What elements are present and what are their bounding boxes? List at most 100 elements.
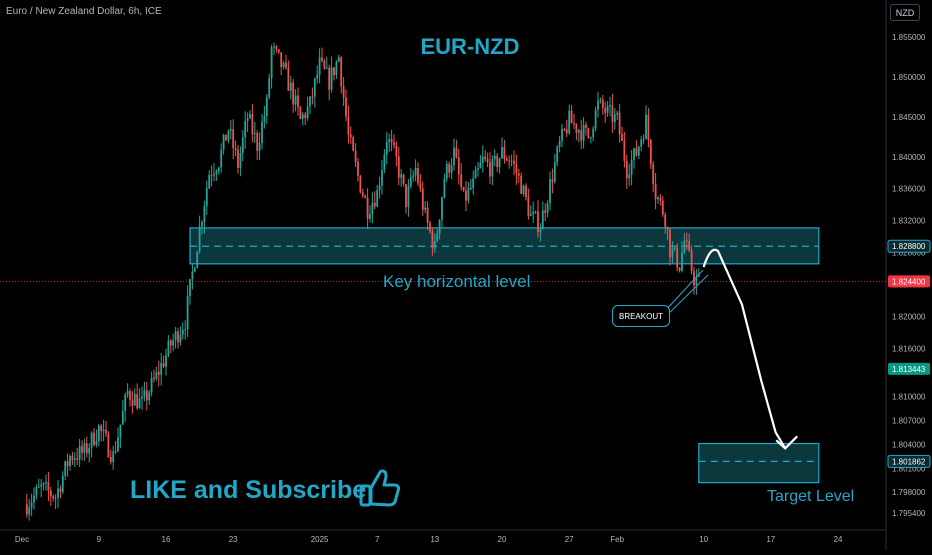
candle-body — [637, 146, 640, 156]
candle-body — [244, 120, 247, 138]
candle-body — [165, 355, 167, 367]
candle-body — [390, 139, 393, 143]
candle-body — [503, 147, 506, 159]
candle-body — [647, 114, 650, 140]
candle-body — [117, 437, 119, 452]
candle-body — [582, 124, 585, 141]
candle-body — [85, 443, 88, 454]
candle-body — [493, 155, 496, 160]
price-axis: 1.855000 1.850000 1.845000 1.840000 1.836000… — [887, 33, 931, 518]
candle-body — [234, 148, 237, 150]
candle-body — [61, 476, 64, 492]
candle-body — [136, 394, 139, 409]
candle-body — [301, 114, 304, 119]
candle-body — [429, 222, 431, 232]
candle-body — [145, 390, 148, 401]
candle-body — [433, 240, 436, 249]
candle-body — [580, 130, 583, 141]
candle-body — [88, 447, 91, 454]
candle-body — [239, 152, 242, 168]
candle-body — [472, 178, 475, 189]
candle-body — [49, 490, 52, 497]
projection-arrow — [702, 248, 787, 449]
x-tick-label: 27 — [565, 535, 574, 544]
candle-body — [532, 212, 535, 215]
candle-body — [570, 110, 573, 124]
candle-body — [189, 279, 191, 297]
candle-body — [618, 112, 621, 135]
target-level-zone — [698, 442, 820, 484]
candles-layer — [25, 42, 700, 521]
candle-body — [606, 105, 609, 113]
currency-button[interactable]: NZD — [890, 4, 920, 21]
candle-body — [630, 159, 633, 175]
candle-body — [621, 134, 623, 141]
candle-body — [311, 96, 314, 98]
candle-body — [369, 214, 371, 219]
candle-body — [457, 157, 460, 175]
arrow-down-icon — [775, 435, 798, 450]
candle-body — [325, 67, 328, 69]
candle-body — [568, 110, 571, 134]
candle-body — [510, 160, 513, 162]
candle-body — [529, 214, 532, 217]
candle-body — [633, 148, 635, 160]
breakout-connector — [663, 274, 709, 319]
candle-body — [515, 164, 518, 174]
candle-body — [441, 197, 443, 220]
candle-body — [256, 132, 259, 151]
candle-body — [184, 329, 187, 331]
candle-body — [685, 240, 688, 242]
candle-body — [297, 95, 299, 108]
candle-body — [681, 252, 683, 271]
y-tick-label: 1.810000 — [892, 392, 926, 401]
candle-body — [287, 67, 290, 91]
candle-body — [157, 371, 160, 375]
candle-body — [201, 222, 203, 227]
candle-body — [277, 49, 280, 53]
candle-body — [474, 169, 477, 179]
candle-body — [551, 179, 554, 182]
candle-body — [275, 46, 278, 50]
y-tick-label: 1.804000 — [892, 440, 926, 449]
candle-body — [697, 274, 700, 277]
candle-body — [393, 142, 395, 146]
candle-body — [397, 156, 400, 178]
candle-body — [105, 429, 107, 434]
candle-body — [522, 185, 525, 194]
candle-body — [385, 141, 388, 155]
candle-body — [52, 496, 55, 499]
candle-body — [388, 139, 391, 142]
candle-body — [155, 371, 158, 379]
candle-body — [309, 96, 311, 107]
candle-body — [505, 158, 508, 161]
candle-body — [330, 67, 333, 90]
candle-body — [455, 147, 458, 158]
candle-body — [335, 61, 338, 76]
price-tag — [888, 275, 930, 288]
candle-body — [501, 147, 503, 159]
candle-body — [119, 424, 122, 438]
x-tick-label: 17 — [766, 535, 775, 544]
candle-body — [381, 169, 383, 186]
candle-body — [210, 174, 213, 176]
candle-body — [318, 57, 321, 75]
candle-body — [73, 458, 76, 461]
chart-title: EUR-NZD — [420, 34, 520, 59]
candle-body — [232, 129, 235, 149]
candle-body — [412, 175, 415, 178]
candle-body — [345, 97, 347, 117]
candle-body — [263, 116, 266, 123]
candle-body — [217, 167, 220, 172]
x-tick-label: 2025 — [311, 535, 329, 544]
candle-body — [167, 340, 170, 356]
candle-body — [477, 167, 479, 170]
x-tick-label: Dec — [15, 535, 29, 544]
x-tick-label: 13 — [430, 535, 439, 544]
candle-body — [419, 183, 422, 189]
candle-body — [625, 160, 628, 179]
candle-body — [30, 502, 33, 508]
breakout-connector — [663, 269, 704, 313]
